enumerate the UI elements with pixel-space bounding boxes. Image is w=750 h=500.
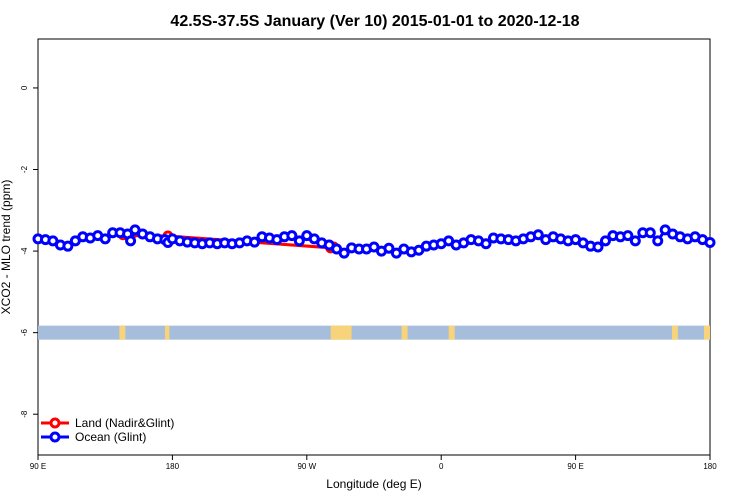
data-point-ocean — [592, 241, 604, 253]
data-point-ocean — [338, 247, 350, 259]
legend-label-land: Land (Nadir&Glint) — [75, 416, 174, 430]
data-point-ocean — [62, 240, 74, 252]
data-point-ocean — [249, 236, 261, 248]
land-patch — [448, 325, 455, 340]
y-tick-label: -8 — [20, 410, 29, 418]
data-point-ocean — [532, 229, 544, 241]
data-point-ocean — [629, 235, 641, 247]
data-point-ocean — [383, 242, 395, 254]
land-patch — [704, 325, 710, 340]
y-tick-label: -4 — [20, 247, 29, 255]
series-layer — [32, 224, 716, 259]
data-point-ocean — [652, 235, 664, 247]
ocean-strip — [38, 325, 710, 340]
land-patch — [164, 325, 170, 340]
x-tick-label: 180 — [703, 462, 717, 471]
data-point-ocean — [644, 227, 656, 239]
x-axis: 90 E 180 90 W 0 90 E 180 — [30, 455, 717, 471]
series-ocean — [32, 224, 716, 259]
x-tick-label: 90 E — [567, 462, 583, 471]
x-tick-label: 0 — [439, 462, 444, 471]
legend-marker-ocean — [49, 431, 61, 443]
data-point-ocean — [293, 235, 305, 247]
chart-title: 42.5S-37.5S January (Ver 10) 2015-01-01 … — [170, 13, 579, 30]
y-axis-label: XCO2 - MLO trend (ppm) — [0, 180, 13, 315]
land-patch — [671, 325, 678, 340]
x-axis-label: Longitude (deg E) — [326, 477, 421, 491]
data-point-ocean — [704, 237, 716, 249]
y-tick-label: 0 — [20, 85, 29, 90]
y-axis: 0 -2 -4 -6 -8 — [20, 85, 38, 418]
data-point-ocean — [480, 238, 492, 250]
legend-label-ocean: Ocean (Glint) — [75, 430, 146, 444]
land-patch — [330, 325, 352, 340]
x-tick-label: 90 W — [297, 462, 316, 471]
data-point-ocean — [622, 230, 634, 242]
y-tick-label: -2 — [20, 165, 29, 173]
y-tick-label: -6 — [20, 329, 29, 337]
data-point-ocean — [599, 235, 611, 247]
land-patch — [401, 325, 408, 340]
legend-marker-land — [49, 417, 61, 429]
data-point-ocean — [286, 230, 298, 242]
x-tick-label: 90 E — [30, 462, 46, 471]
x-tick-label: 180 — [166, 462, 180, 471]
land-sea-strip — [38, 325, 710, 340]
data-point-ocean — [99, 233, 111, 245]
legend: Land (Nadir&Glint)Ocean (Glint) — [41, 416, 174, 444]
data-point-ocean — [125, 235, 137, 247]
land-patch — [119, 325, 126, 340]
